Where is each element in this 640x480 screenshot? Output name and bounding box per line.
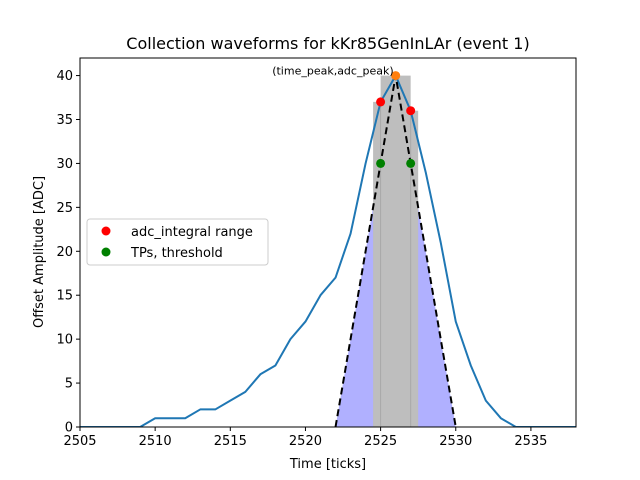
waveform-line bbox=[80, 74, 576, 427]
peak-point bbox=[391, 71, 401, 81]
adc-integral-point bbox=[376, 97, 386, 107]
y-tick-label: 25 bbox=[56, 201, 73, 216]
x-tick-label: 2505 bbox=[63, 434, 96, 449]
peak-annotation: (time_peak,adc_peak) bbox=[272, 65, 393, 78]
x-tick-label: 2525 bbox=[364, 434, 397, 449]
y-tick-label: 20 bbox=[56, 245, 73, 260]
x-tick-label: 2535 bbox=[514, 434, 547, 449]
legend-label-adc-integral: adc_integral range bbox=[131, 225, 253, 240]
tp-threshold-point bbox=[406, 158, 416, 168]
peak-band bbox=[373, 75, 419, 427]
x-tick-label: 2510 bbox=[139, 434, 172, 449]
legend: adc_integral range TPs, threshold bbox=[86, 218, 269, 266]
y-tick-label: 10 bbox=[56, 333, 73, 348]
x-axis-label: Time [ticks] bbox=[289, 457, 366, 472]
legend-label-tps: TPs, threshold bbox=[130, 246, 223, 261]
y-axis-label: Offset Amplitude [ADC] bbox=[32, 176, 47, 328]
axes: 2505 2510 2515 2520 2525 2530 2535051015202530… bbox=[56, 57, 577, 449]
legend-marker-tps bbox=[101, 247, 111, 257]
legend-frame bbox=[86, 218, 269, 266]
axes-frame bbox=[79, 57, 577, 428]
x-tick-label: 2515 bbox=[214, 434, 247, 449]
y-tick-label: 35 bbox=[56, 113, 73, 128]
y-tick-label: 5 bbox=[65, 377, 73, 392]
y-tick-label: 0 bbox=[65, 421, 73, 436]
adc-integral-point bbox=[406, 106, 416, 116]
chart-title: Collection waveforms for kKr85GenInLAr (… bbox=[126, 34, 529, 53]
y-tick-label: 40 bbox=[56, 69, 73, 84]
x-tick-label: 2520 bbox=[289, 434, 322, 449]
tp-threshold-point bbox=[376, 158, 386, 168]
legend-marker-adc-integral bbox=[101, 226, 111, 236]
plot-area: (time_peak,adc_peak) bbox=[80, 65, 576, 428]
y-tick-label: 30 bbox=[56, 157, 73, 172]
y-tick-label: 15 bbox=[56, 289, 73, 304]
x-tick-label: 2530 bbox=[439, 434, 472, 449]
